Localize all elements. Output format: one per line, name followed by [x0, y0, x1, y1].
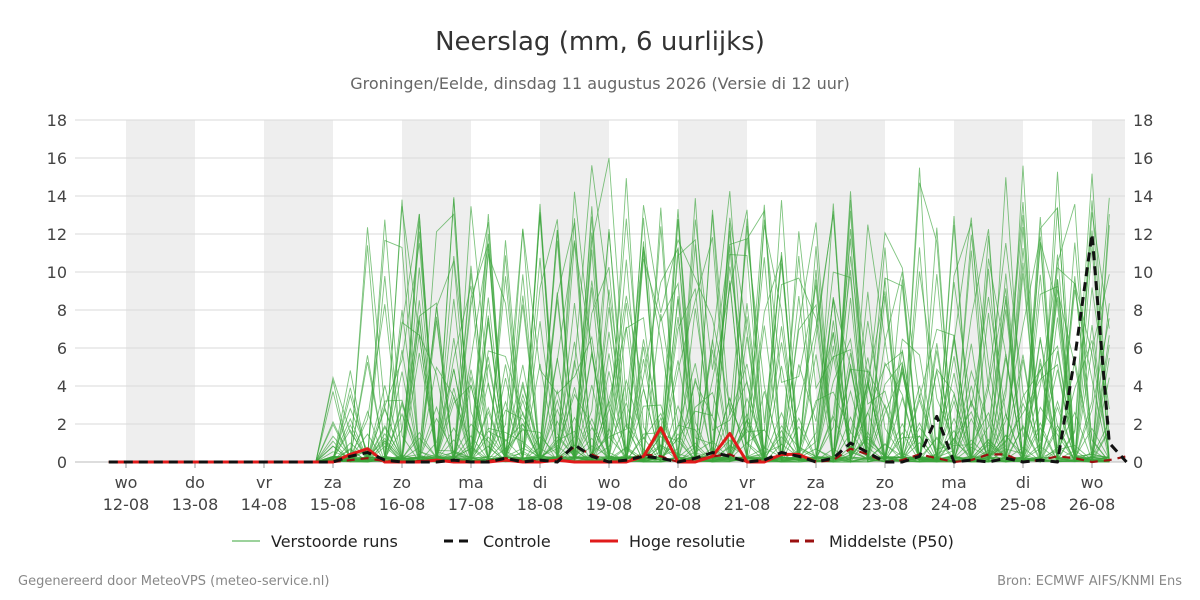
y-tick-label: 16 [1133, 149, 1153, 168]
y-tick-label: 6 [1133, 339, 1143, 358]
x-tick-day: di [533, 473, 548, 492]
x-tick-date: 19-08 [586, 495, 633, 514]
chart-subtitle: Groningen/Eelde, dinsdag 11 augustus 202… [350, 74, 850, 93]
y-tick-label: 0 [1133, 453, 1143, 472]
y-tick-label: 14 [47, 187, 67, 206]
legend-label: Controle [483, 532, 551, 551]
x-tick-day: do [185, 473, 205, 492]
x-tick-day: vr [739, 473, 755, 492]
x-tick-day: vr [256, 473, 272, 492]
x-tick-day: za [324, 473, 342, 492]
x-tick-date: 20-08 [655, 495, 702, 514]
x-tick-day: wo [115, 473, 138, 492]
y-tick-label: 2 [57, 415, 67, 434]
y-tick-label: 6 [57, 339, 67, 358]
x-tick-date: 23-08 [862, 495, 909, 514]
y-tick-label: 0 [57, 453, 67, 472]
day-band [264, 120, 333, 462]
y-axis-right: 0 2 4 6 8 10 12 14 16 18 [1133, 111, 1153, 472]
x-tick-date: 21-08 [724, 495, 771, 514]
y-tick-label: 4 [1133, 377, 1143, 396]
series-line-controle [108, 232, 1128, 464]
x-tick-date: 18-08 [517, 495, 564, 514]
x-tick-day: ma [458, 473, 483, 492]
x-tick-day: do [668, 473, 688, 492]
x-tick-date: 13-08 [172, 495, 219, 514]
x-tick-date: 14-08 [241, 495, 288, 514]
y-tick-label: 10 [1133, 263, 1153, 282]
x-tick-date: 15-08 [310, 495, 357, 514]
legend-label: Middelste (P50) [829, 532, 954, 551]
x-tick-day: ma [941, 473, 966, 492]
main-series [108, 232, 1128, 464]
footer-source: Bron: ECMWF AIFS/KNMI Ens [997, 574, 1182, 589]
x-tick-day: zo [876, 473, 894, 492]
y-tick-label: 12 [47, 225, 67, 244]
day-band [540, 120, 609, 462]
y-tick-label: 10 [47, 263, 67, 282]
y-tick-label: 18 [47, 111, 67, 130]
x-tick-date: 12-08 [103, 495, 150, 514]
y-tick-label: 18 [1133, 111, 1153, 130]
x-tick-day: zo [393, 473, 411, 492]
y-tick-label: 4 [57, 377, 67, 396]
x-tick-date: 17-08 [448, 495, 495, 514]
y-tick-label: 14 [1133, 187, 1153, 206]
x-tick-date: 22-08 [793, 495, 840, 514]
series-line-hoge-resolutie [108, 426, 817, 464]
y-tick-label: 8 [57, 301, 67, 320]
x-tick-date: 24-08 [931, 495, 978, 514]
footer-generated-by: Gegenereerd door MeteoVPS (meteo-service… [18, 574, 329, 589]
x-tick-day: wo [1081, 473, 1104, 492]
y-tick-label: 8 [1133, 301, 1143, 320]
y-tick-label: 16 [47, 149, 67, 168]
x-axis: wo 12-08 do 13-08 vr 14-08 za 15-08 zo 16-08 ma 17-… [103, 462, 1116, 514]
x-tick-day: za [807, 473, 825, 492]
x-tick-day: di [1016, 473, 1031, 492]
legend: Verstoorde runs Controle Hoge resolutie Mid… [232, 532, 954, 551]
chart-title: Neerslag (mm, 6 uurlijks) [435, 27, 765, 57]
y-axis-left: 0 2 4 6 8 10 12 14 16 18 [47, 111, 67, 472]
y-tick-label: 12 [1133, 225, 1153, 244]
day-band [126, 120, 195, 462]
legend-label: Verstoorde runs [271, 532, 398, 551]
x-tick-day: wo [598, 473, 621, 492]
x-tick-date: 16-08 [379, 495, 426, 514]
legend-label: Hoge resolutie [629, 532, 745, 551]
x-tick-date: 25-08 [1000, 495, 1047, 514]
y-tick-label: 2 [1133, 415, 1143, 434]
x-tick-date: 26-08 [1069, 495, 1116, 514]
